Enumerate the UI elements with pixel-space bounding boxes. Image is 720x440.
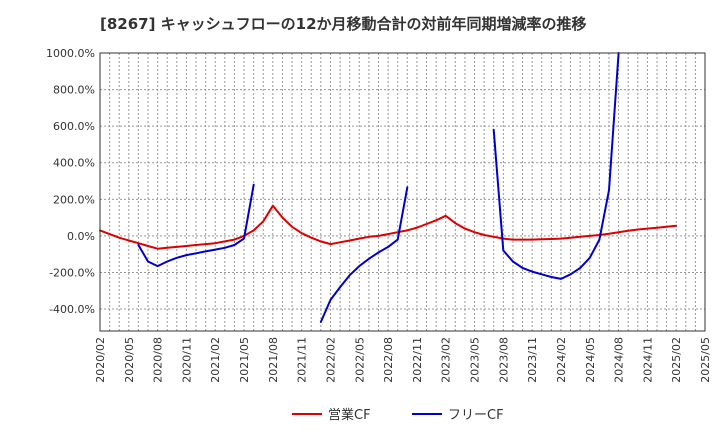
y-tick-label: 200.0%	[53, 193, 95, 206]
x-tick-label: 2023/02	[440, 337, 453, 383]
y-tick-label: 400.0%	[53, 157, 95, 170]
x-tick-label: 2024/11	[641, 337, 654, 383]
chart-title: [8267] キャッシュフローの12か月移動合計の対前年同期増減率の推移	[100, 15, 587, 33]
legend-label: フリーCF	[448, 408, 504, 423]
y-tick-label: -200.0%	[49, 266, 95, 279]
x-tick-label: 2023/08	[497, 337, 510, 383]
x-tick-label: 2024/05	[584, 337, 597, 383]
series-line-free-cf	[137, 183, 255, 268]
series-line-free-cf	[492, 52, 620, 280]
x-tick-label: 2023/05	[469, 337, 482, 383]
x-tick-label: 2024/08	[613, 337, 626, 383]
y-axis-ticks: -400.0% -200.0% 0.0% 200.0% 400.0% 600.0% 800.…	[46, 47, 95, 316]
x-tick-label: 2021/11	[296, 337, 309, 383]
x-tick-label: 2020/08	[152, 337, 165, 383]
x-tick-label: 2022/11	[411, 337, 424, 383]
x-tick-label: 2021/08	[267, 337, 280, 383]
series-layer	[99, 52, 678, 323]
x-tick-label: 2022/08	[382, 337, 395, 383]
plot-area	[100, 53, 705, 331]
y-tick-label: -400.0%	[49, 303, 95, 316]
x-tick-label: 2020/11	[180, 337, 193, 383]
x-tick-label: 2022/05	[353, 337, 366, 383]
x-tick-label: 2020/05	[123, 337, 136, 383]
series-line-free-cf	[319, 186, 409, 323]
x-tick-label: 2024/02	[555, 337, 568, 383]
x-tick-label: 2025/05	[699, 337, 712, 383]
x-tick-label: 2023/11	[526, 337, 539, 383]
x-tick-label: 2021/02	[209, 337, 222, 383]
x-tick-label: 2020/02	[94, 337, 107, 383]
y-tick-label: 600.0%	[53, 120, 95, 133]
plot-frame	[99, 52, 706, 332]
y-tick-label: 800.0%	[53, 84, 95, 97]
legend: 営業CF フリーCF	[292, 407, 504, 423]
x-tick-label: 2021/05	[238, 337, 251, 383]
legend-label: 営業CF	[328, 407, 371, 423]
x-axis-ticks: 2020/02 2020/05 2020/08 2020/11 2021/02 2021/…	[94, 337, 712, 383]
y-tick-label: 0.0%	[67, 230, 95, 243]
x-tick-label: 2025/02	[670, 337, 683, 383]
y-tick-label: 1000.0%	[46, 47, 95, 60]
x-tick-label: 2022/02	[324, 337, 337, 383]
series-line-operating-cf	[99, 204, 678, 250]
